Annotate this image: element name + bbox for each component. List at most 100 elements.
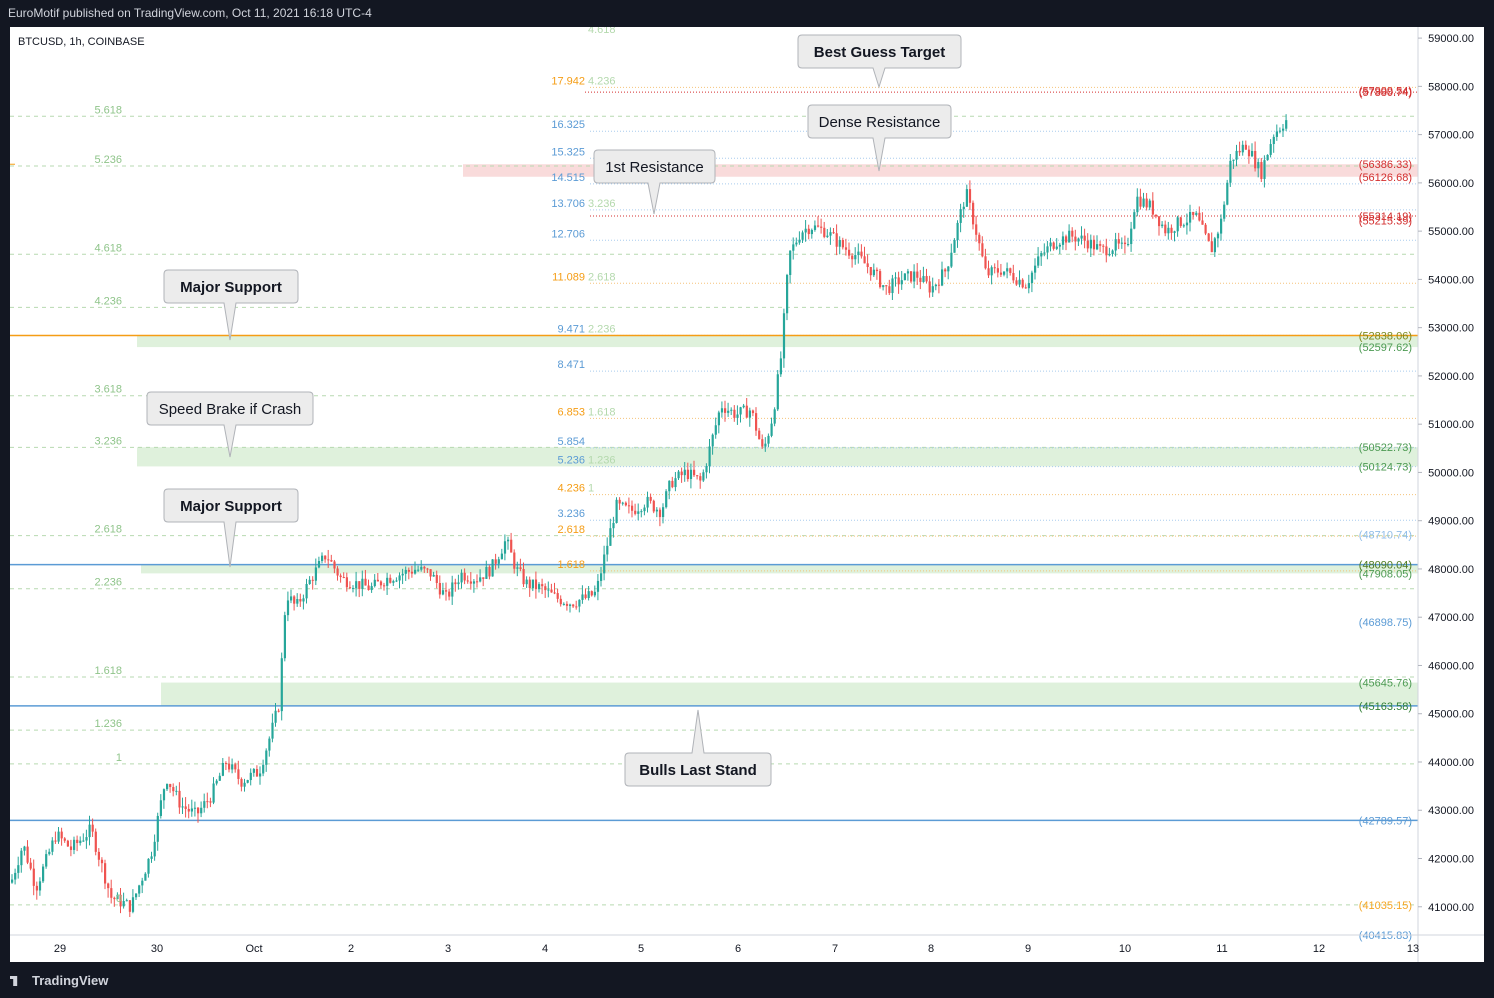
- candle-body: [348, 587, 352, 589]
- candle-body: [150, 856, 153, 859]
- candle-body: [879, 271, 882, 288]
- candle-body: [324, 555, 327, 560]
- candle-body: [116, 894, 119, 900]
- y-tick-label: 46000.00: [1428, 660, 1474, 672]
- symbol-label: BTCUSD, 1h, COINBASE: [18, 36, 145, 48]
- candle-body: [925, 276, 928, 282]
- candle-body: [1282, 128, 1285, 131]
- candle-body: [249, 772, 252, 781]
- x-tick-label: 3: [445, 943, 451, 955]
- y-tick-label: 49000.00: [1428, 516, 1474, 528]
- candle-body: [1272, 136, 1275, 145]
- candle-body: [125, 900, 128, 902]
- candle-body: [296, 599, 299, 604]
- candle-body: [178, 790, 181, 808]
- candle-body: [671, 480, 674, 488]
- price-level-label: (46898.75): [1359, 617, 1412, 629]
- candle-body: [981, 243, 984, 257]
- fib-mid-orange-label: 4.236: [557, 483, 585, 495]
- candle-body: [662, 507, 665, 518]
- candle-body: [107, 883, 110, 889]
- y-tick-label: 41000.00: [1428, 902, 1474, 914]
- candle-body: [764, 443, 767, 447]
- candle-body: [717, 412, 720, 426]
- zones-layer: [137, 164, 1418, 706]
- y-tick-label: 50000.00: [1428, 467, 1474, 479]
- candle-body: [395, 580, 398, 582]
- candle-body: [547, 589, 550, 591]
- price-chart[interactable]: 5.618 5.236 4.618 4.236 3.618 3.236 2.618 2.236…: [10, 24, 1484, 962]
- candle-body: [147, 858, 150, 874]
- candle-body: [621, 502, 624, 504]
- candle-body: [460, 572, 463, 583]
- candle-body: [1046, 246, 1049, 253]
- candle-body: [1139, 196, 1142, 207]
- candle-body: [872, 269, 875, 276]
- candle-body: [274, 710, 277, 723]
- candle-body: [1189, 212, 1192, 223]
- candle-body: [122, 901, 125, 907]
- candle-body: [891, 278, 894, 294]
- candle-body: [500, 553, 503, 560]
- x-tick-label: 5: [638, 943, 644, 955]
- candle-body: [1065, 236, 1068, 243]
- candle-body: [693, 469, 696, 476]
- candle-body: [947, 266, 950, 272]
- chart-area[interactable]: 5.618 5.236 4.618 4.236 3.618 3.236 2.618 2.236…: [10, 24, 1484, 962]
- candle-body: [624, 502, 627, 506]
- bulls-last-stand-zone: [161, 682, 1418, 706]
- candle-body: [944, 269, 947, 272]
- candle-body: [454, 582, 457, 585]
- candle-body: [172, 787, 175, 792]
- candle-body: [851, 255, 854, 260]
- candle-body: [200, 807, 203, 814]
- candle-body: [990, 267, 993, 276]
- x-tick-label: 13: [1407, 943, 1419, 955]
- candle-body: [57, 831, 60, 842]
- candle-body: [956, 222, 959, 241]
- candle-body: [516, 567, 519, 569]
- fib-mid-blue-label: 3.236: [557, 508, 585, 520]
- price-level-label: (50124.73): [1359, 461, 1412, 473]
- candle-body: [441, 590, 445, 595]
- candle-body: [711, 434, 714, 447]
- candle-body: [1210, 241, 1213, 253]
- candle-body: [1043, 252, 1046, 254]
- candle-body: [522, 568, 525, 585]
- fib-mid-orange-label: 1.618: [557, 559, 585, 571]
- fib-mid-green-label: 1.618: [588, 406, 616, 418]
- candle-body: [197, 807, 200, 814]
- fib-left-label: 4.618: [94, 242, 122, 254]
- candle-body: [1071, 230, 1074, 237]
- candle-body: [1049, 242, 1052, 247]
- price-level-label: (57880.74): [1359, 87, 1412, 99]
- candle-body: [950, 252, 953, 267]
- candle-body: [894, 277, 897, 279]
- candle-body: [361, 578, 364, 589]
- candle-body: [534, 579, 538, 590]
- candle-body: [810, 229, 813, 235]
- candle-body: [779, 358, 782, 375]
- candle-body: [1123, 242, 1127, 245]
- candle-body: [1018, 279, 1021, 285]
- candle-body: [910, 271, 913, 282]
- candle-body: [252, 769, 255, 773]
- candle-body: [398, 575, 401, 581]
- y-tick-label: 52000.00: [1428, 371, 1474, 383]
- levels-layer: [10, 86, 1418, 906]
- candle-body: [35, 885, 38, 891]
- candle-body: [283, 615, 286, 659]
- candle-body: [286, 600, 290, 616]
- candle-body: [327, 559, 330, 561]
- candle-body: [367, 585, 370, 591]
- candle-body: [575, 606, 578, 608]
- candle-body: [941, 269, 944, 286]
- candle-body: [544, 586, 547, 591]
- candle-body: [1092, 239, 1096, 250]
- candle-body: [476, 581, 479, 583]
- candle-body: [1058, 244, 1061, 247]
- tradingview-logo[interactable]: TradingView: [10, 973, 108, 988]
- candle-body: [674, 478, 677, 488]
- candle-body: [166, 784, 169, 790]
- candle-body: [1220, 218, 1223, 234]
